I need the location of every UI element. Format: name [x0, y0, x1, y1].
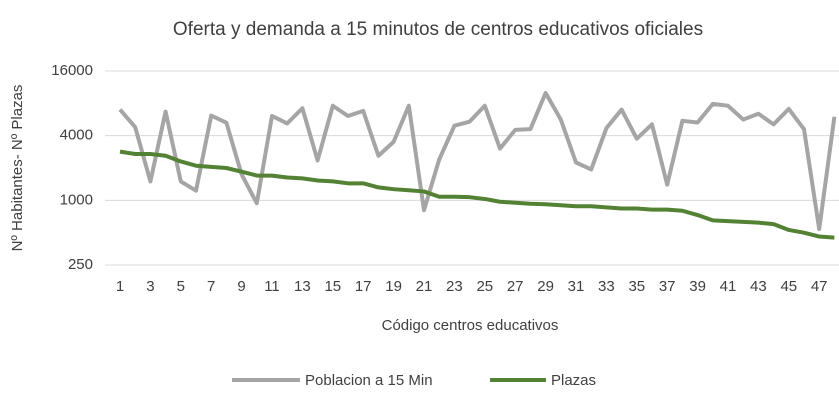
- x-tick-label: 3: [146, 278, 154, 295]
- x-tick-label: 11: [264, 278, 280, 295]
- x-tick-label: 33: [598, 278, 615, 295]
- x-tick-label: 39: [689, 278, 706, 295]
- x-tick-label: 45: [780, 278, 797, 295]
- x-tick-label: 23: [446, 278, 463, 295]
- x-tick-label: 15: [324, 278, 341, 295]
- x-tick-label: 43: [750, 278, 767, 295]
- x-tick-label: 37: [659, 278, 676, 295]
- x-tick-label: 47: [811, 278, 828, 295]
- x-tick-label: 25: [476, 278, 493, 295]
- x-tick-label: 17: [355, 278, 372, 295]
- x-tick-label: 19: [385, 278, 402, 295]
- y-tick-label: 16000: [51, 62, 93, 79]
- x-tick-label: 1: [116, 278, 124, 295]
- y-tick-label: 250: [68, 256, 93, 273]
- chart-title: Oferta y demanda a 15 minutos de centros…: [173, 19, 703, 40]
- y-tick-label: 1000: [60, 191, 93, 208]
- x-tick-label: 13: [294, 278, 311, 295]
- x-tick-label: 31: [568, 278, 585, 295]
- y-tick-label: 4000: [60, 127, 93, 144]
- x-tick-label: 29: [537, 278, 554, 295]
- series-line: [119, 149, 835, 240]
- x-tick-label: 21: [416, 278, 433, 295]
- y-axis-label: Nº Habitantes- Nº Plazas: [9, 85, 26, 252]
- x-tick-label: 27: [507, 278, 524, 295]
- x-tick-label: 7: [207, 278, 215, 295]
- x-tick-label: 5: [177, 278, 185, 295]
- legend-label: Poblacion a 15 Min: [305, 372, 433, 389]
- x-tick-label: 9: [237, 278, 245, 295]
- x-tick-label: 41: [720, 278, 737, 295]
- series-line: [118, 90, 837, 232]
- x-tick-label: 35: [628, 278, 645, 295]
- x-axis-label: Código centros educativos: [382, 317, 559, 334]
- legend-label: Plazas: [551, 372, 596, 389]
